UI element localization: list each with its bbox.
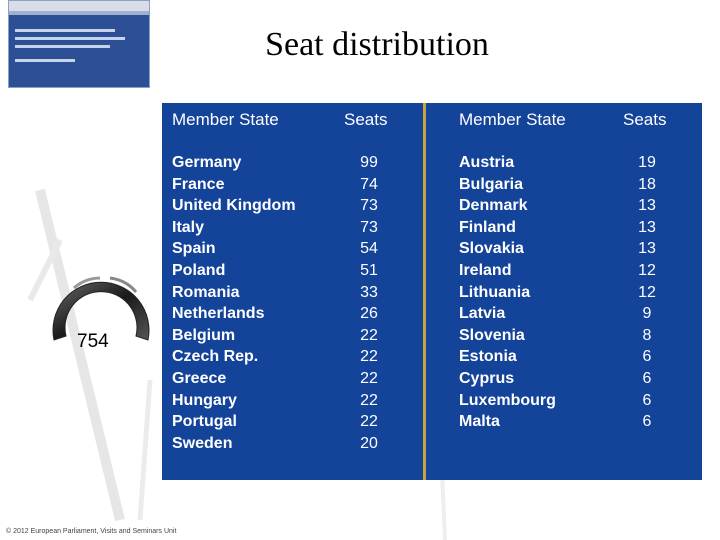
seats-cell: 22 [360,413,378,431]
member-state-cell: Austria [459,154,515,171]
member-state-cell: Lithuania [459,283,531,301]
seats-cell: 22 [360,391,378,409]
member-state-cell: France [172,175,225,193]
seats-cell: 13 [638,197,656,215]
seats-cell: 9 [642,305,652,323]
page-title: Seat distribution [265,26,489,63]
seats-cell: 73 [360,218,378,236]
seats-cell: 12 [638,261,656,279]
seats-cell: 13 [638,218,656,236]
seats-cell: 8 [642,326,652,344]
member-state-cell: United Kingdom [172,197,296,215]
member-state-cell: Luxembourg [459,391,556,409]
member-state-cell: Portugal [172,413,237,431]
seats-cell: 6 [642,413,652,431]
member-state-cell: Bulgaria [459,175,524,193]
right-states-column: Austria Bulgaria Denmark Finland Slovakia Ire… [459,152,609,433]
seats-cell: 20 [360,434,378,452]
seats-cell: 6 [642,348,652,366]
member-state-cell: Italy [172,218,205,236]
member-state-cell: Malta [459,413,500,431]
left-states-column: Germany France United Kingdom Italy Spain Pol… [172,152,332,454]
member-state-cell: Spain [172,240,216,258]
website-thumbnail [8,0,150,88]
column-separator [423,103,426,480]
seats-cell: 19 [638,154,656,171]
right-seats-column: 19 18 13 13 13 12 12 9 8 6 6 6 6 [627,152,667,433]
left-header-state: Member State [172,110,279,129]
seats-cell: 74 [360,175,378,193]
seats-cell: 26 [360,305,378,323]
seats-cell: 22 [360,369,378,387]
member-state-cell: Estonia [459,348,517,366]
footer-copyright: © 2012 European Parliament, Visits and S… [6,528,177,535]
right-header-seats: Seats [623,110,667,129]
seats-cell: 18 [638,175,656,193]
member-state-cell: Latvia [459,305,506,323]
member-state-cell: Greece [172,369,227,387]
member-state-cell: Belgium [172,326,236,344]
hemicycle-icon [52,276,150,341]
member-state-cell: Denmark [459,197,528,215]
member-state-cell: Hungary [172,391,237,409]
seats-cell: 54 [360,240,378,258]
left-header-seats: Seats [344,110,388,129]
member-state-cell: Ireland [459,261,512,279]
right-header-state: Member State [459,110,566,129]
seats-cell: 22 [360,348,378,366]
seats-cell: 6 [642,391,652,409]
member-state-cell: Cyprus [459,369,515,387]
seats-cell: 12 [638,283,656,301]
member-state-cell: Netherlands [172,305,265,323]
seats-cell: 6 [642,369,652,387]
member-state-cell: Poland [172,261,226,279]
member-state-cell: Sweden [172,434,233,452]
member-state-cell: Czech Rep. [172,348,259,366]
seats-cell: 33 [360,283,378,301]
seats-cell: 13 [638,240,656,258]
member-state-cell: Germany [172,154,242,171]
seat-table-panel [162,103,702,480]
member-state-cell: Slovenia [459,326,525,344]
member-state-cell: Finland [459,218,516,236]
member-state-cell: Slovakia [459,240,524,258]
seats-cell: 99 [360,154,378,171]
seats-cell: 22 [360,326,378,344]
seats-cell: 73 [360,197,378,215]
member-state-cell: Romania [172,283,240,301]
left-seats-column: 99 74 73 73 54 51 33 26 22 22 22 22 22 20 [349,152,389,454]
seats-cell: 51 [360,261,378,279]
total-seats: 754 [77,331,109,352]
